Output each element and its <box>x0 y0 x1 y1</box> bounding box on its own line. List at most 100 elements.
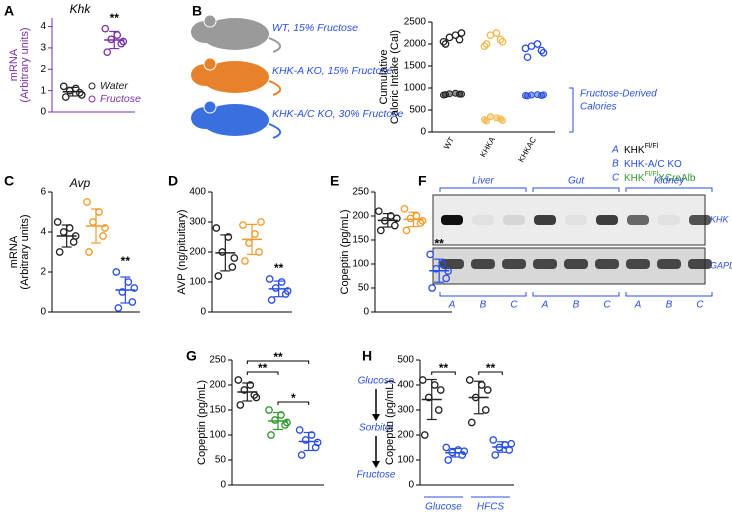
mouse-ear <box>203 57 217 71</box>
gapdh-band <box>657 259 681 269</box>
data-point <box>71 84 80 93</box>
fructose-point <box>534 91 541 99</box>
gapdh-band <box>440 259 464 269</box>
y-tick-label: 100 <box>189 277 206 288</box>
data-point <box>85 248 93 256</box>
data-point <box>457 29 466 37</box>
y-axis-label: mRNA <box>8 235 20 268</box>
y-axis-label: (Arbitrary units) <box>19 214 31 289</box>
significance-bracket <box>478 371 503 375</box>
data-point <box>230 254 239 262</box>
data-point <box>441 40 450 48</box>
data-point <box>390 221 399 230</box>
tissue-bracket <box>439 187 527 192</box>
y-tick-label: 300 <box>189 217 206 228</box>
y-tick-label: 2 <box>40 267 46 278</box>
data-point <box>128 298 137 306</box>
data-point <box>374 207 383 216</box>
lane-label: A <box>448 300 456 311</box>
y-tick-label: 4 <box>40 227 46 238</box>
data-point <box>460 447 469 456</box>
khk-band <box>596 215 618 225</box>
khk-band <box>658 215 680 225</box>
significance: ** <box>121 254 131 268</box>
data-point <box>492 29 501 37</box>
y-tick-label: 400 <box>397 380 414 391</box>
data-point <box>114 304 123 312</box>
note: Calories <box>580 102 617 113</box>
data-point <box>430 381 439 389</box>
khk-band <box>503 215 525 225</box>
chart-title: Khk <box>70 2 92 16</box>
data-point <box>271 416 279 424</box>
y-tick-label: 400 <box>189 187 206 198</box>
data-point <box>426 250 435 259</box>
gapdh-band <box>564 259 588 269</box>
fructose-point <box>528 91 535 99</box>
mouse-tail <box>268 123 281 139</box>
khk-band <box>565 215 587 225</box>
significance-bracket <box>431 371 456 375</box>
y-tick-label: 50 <box>215 455 227 466</box>
y-tick-label: 1 <box>40 85 46 96</box>
pathway-arrowhead <box>372 461 380 468</box>
y-tick-label: 50 <box>358 283 370 294</box>
significance-bracket <box>277 401 310 405</box>
data-point <box>507 439 516 448</box>
lane-label: B <box>666 300 673 311</box>
data-point <box>539 48 548 57</box>
legend-text: KHKFl/Fl <box>624 143 659 156</box>
legend-sup: Fl/Fl <box>645 171 659 178</box>
data-point <box>483 386 492 394</box>
pathway-step: Fructose <box>357 470 396 481</box>
data-point <box>311 443 320 452</box>
row-label: GAPDH <box>710 260 732 270</box>
panel-label: F <box>418 173 427 189</box>
significance: * <box>291 391 296 405</box>
legend-letter: C <box>612 173 620 184</box>
data-point <box>283 287 292 295</box>
significance: ** <box>273 350 283 364</box>
data-point <box>523 53 532 62</box>
data-point <box>228 263 237 271</box>
fructose-point <box>481 116 488 124</box>
y-tick-label: 0 <box>420 127 426 138</box>
data-point <box>496 35 505 44</box>
mouse-body <box>201 104 269 136</box>
data-point <box>95 208 103 216</box>
fructose-point <box>440 91 447 99</box>
data-point <box>295 426 304 434</box>
panel-label: C <box>4 173 14 189</box>
significance: ** <box>258 361 268 375</box>
fructose-point <box>446 90 453 98</box>
panel-label: D <box>168 173 178 189</box>
legend-sup: Fl/Fl <box>645 143 659 150</box>
data-point <box>277 278 286 286</box>
gapdh-band <box>471 259 495 269</box>
data-point <box>101 24 110 33</box>
y-tick-label: 0 <box>40 307 46 318</box>
data-point <box>59 228 68 236</box>
y-tick-label: 0 <box>40 107 46 118</box>
x-tick-label: WT <box>442 135 456 150</box>
legend-marker <box>88 82 96 90</box>
y-tick-label: 200 <box>397 430 414 441</box>
lane-label: A <box>634 300 642 311</box>
legend-name: KHK-A/C KO <box>624 159 682 170</box>
x-tick-label: KHKAC <box>516 135 538 164</box>
data-point <box>59 82 68 91</box>
mouse-illustrations: WT, 15% Fructose KHK-A KO, 15% Fructose KH… <box>191 14 403 139</box>
fructose-point <box>522 91 529 99</box>
legend-text: KHKFl/FlXCreAlb <box>624 171 696 184</box>
legend-name: KHK <box>624 145 645 156</box>
x-tick-label: Glucose <box>425 502 462 513</box>
data-point <box>113 31 122 39</box>
data-point <box>465 376 474 384</box>
lane-label: B <box>573 300 580 311</box>
y-tick-label: 1500 <box>404 61 427 72</box>
y-axis-label: (Arbitrary units) <box>19 27 31 102</box>
mouse-ear <box>203 100 217 114</box>
legend-label: Water <box>100 80 128 92</box>
x-tick-label: HFCS <box>477 502 505 513</box>
data-point <box>271 284 280 292</box>
